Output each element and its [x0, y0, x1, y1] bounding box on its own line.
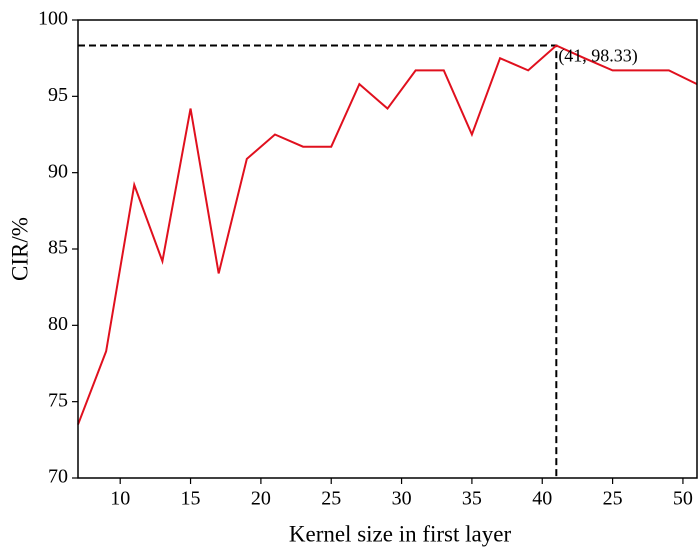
- y-tick-label: 90: [48, 160, 68, 182]
- y-axis-label: CIR/%: [7, 217, 32, 281]
- x-tick-label: 30: [392, 488, 412, 510]
- x-tick-label: 10: [110, 488, 130, 510]
- x-tick-label: 40: [532, 488, 552, 510]
- x-tick-label: 50: [673, 488, 693, 510]
- reference-line: [78, 44, 558, 478]
- x-tick-label: 20: [251, 488, 271, 510]
- x-tick-label: 25: [321, 488, 341, 510]
- plot-frame: [77, 19, 698, 479]
- x-axis-label: Kernel size in first layer: [289, 521, 512, 546]
- x-tick-label: 35: [462, 488, 482, 510]
- y-tick-label: 100: [38, 8, 68, 30]
- annotation: (41, 98.33): [558, 46, 638, 67]
- data-line: [77, 44, 698, 425]
- y-tick-label: 80: [48, 313, 68, 335]
- y-tick-label: 70: [48, 466, 68, 488]
- y-tick-label: 95: [48, 84, 68, 106]
- y-tick-label: 85: [48, 237, 68, 259]
- x-tick-label: 25: [603, 488, 623, 510]
- y-tick-label: 75: [48, 389, 68, 411]
- x-tick-label: 15: [181, 488, 201, 510]
